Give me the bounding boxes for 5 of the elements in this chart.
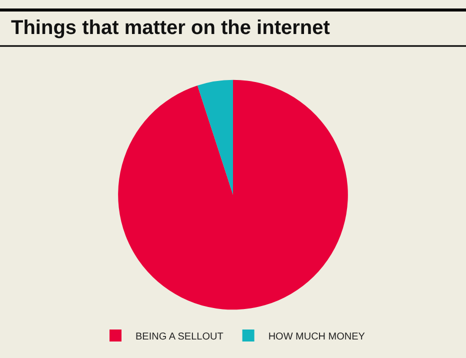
chart-title: Things that matter on the internet bbox=[11, 17, 330, 39]
legend-label: HOW MUCH MONEY bbox=[268, 331, 366, 342]
pie-slice bbox=[197, 80, 233, 195]
legend-label: BEING A SELLOUT bbox=[136, 331, 224, 342]
pie-slice bbox=[118, 80, 348, 310]
